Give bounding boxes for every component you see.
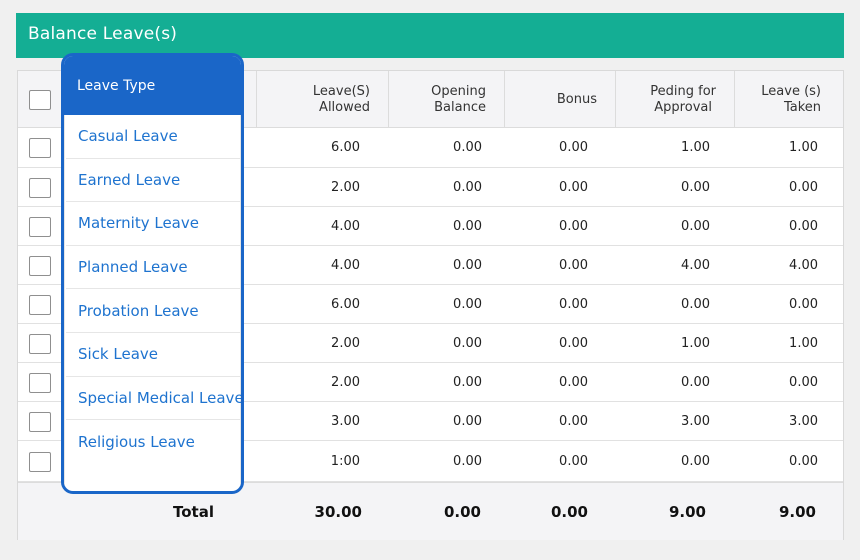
cell-pending: 0.00 (681, 453, 710, 469)
card-header: Balance Leave(s) (16, 13, 844, 58)
cell-taken: 1.00 (789, 335, 818, 351)
cell-taken: 0.00 (789, 374, 818, 390)
cell-allowed: 3.00 (331, 413, 360, 429)
cell-opening: 0.00 (453, 179, 482, 195)
column-header-opening[interactable]: Opening Balance (431, 83, 486, 115)
cell-opening: 0.00 (453, 453, 482, 469)
cell-taken: 0.00 (789, 218, 818, 234)
table-row: 1:00 0.00 0.00 0.00 0.00 (18, 441, 843, 482)
cell-pending: 0.00 (681, 218, 710, 234)
cell-bonus: 0.00 (559, 413, 588, 429)
row-checkbox[interactable] (29, 334, 51, 354)
column-header-allowed[interactable]: Leave(S) Allowed (312, 83, 370, 115)
column-divider (615, 71, 616, 128)
cell-taken: 0.00 (789, 453, 818, 469)
column-header-bonus[interactable]: Bonus (556, 91, 597, 107)
row-checkbox[interactable] (29, 452, 51, 472)
cell-bonus: 0.00 (559, 179, 588, 195)
cell-taken: 0.00 (789, 179, 818, 195)
table-row: 6.00 0.00 0.00 1.00 1.00 (18, 128, 843, 168)
total-taken: 9.00 (778, 503, 816, 521)
cell-bonus: 0.00 (559, 257, 588, 273)
dropdown-divider (64, 115, 65, 491)
leave-type-option[interactable]: Maternity Leave (66, 202, 241, 246)
column-divider (734, 71, 735, 128)
total-allowed: 30.00 (314, 503, 362, 521)
cell-allowed: 2.00 (331, 374, 360, 390)
cell-bonus: 0.00 (559, 453, 588, 469)
cell-pending: 0.00 (681, 374, 710, 390)
leave-type-dropdown[interactable]: Leave Type Casual Leave Earned Leave Mater… (61, 53, 244, 494)
cell-pending: 0.00 (681, 296, 710, 312)
table-row: 4.00 0.00 0.00 0.00 0.00 (18, 207, 843, 246)
table-row: 4.00 0.00 0.00 4.00 4.00 (18, 246, 843, 285)
row-checkbox[interactable] (29, 373, 51, 393)
total-label: Total (173, 503, 214, 521)
cell-allowed: 1:00 (330, 453, 360, 469)
leave-type-option[interactable]: Special Medical Leave (66, 377, 241, 421)
cell-taken: 3.00 (789, 413, 818, 429)
table-row: 2.00 0.00 0.00 0.00 0.00 (18, 363, 843, 402)
leave-type-option[interactable]: Earned Leave (66, 159, 241, 203)
row-checkbox[interactable] (29, 256, 51, 276)
column-divider (256, 71, 257, 128)
cell-pending: 3.00 (681, 413, 710, 429)
cell-bonus: 0.00 (559, 374, 588, 390)
column-divider (504, 71, 505, 128)
dropdown-divider (240, 115, 241, 491)
cell-opening: 0.00 (453, 257, 482, 273)
table-row: 3.00 0.00 0.00 3.00 3.00 (18, 402, 843, 441)
cell-pending: 1.00 (681, 335, 710, 351)
cell-pending: 1.00 (681, 140, 710, 155)
cell-allowed: 6.00 (331, 140, 360, 155)
cell-pending: 4.00 (681, 257, 710, 273)
cell-allowed: 6.00 (331, 296, 360, 312)
total-bonus: 0.00 (550, 503, 588, 521)
row-checkbox[interactable] (29, 412, 51, 432)
row-checkbox[interactable] (29, 295, 51, 315)
column-header-taken[interactable]: Leave (s) Taken (761, 83, 821, 115)
total-opening: 0.00 (443, 503, 481, 521)
cell-taken: 0.00 (789, 296, 818, 312)
leave-type-list: Casual Leave Earned Leave Maternity Leave P… (66, 115, 241, 464)
cell-taken: 4.00 (789, 257, 818, 273)
cell-opening: 0.00 (453, 413, 482, 429)
card-title: Balance Leave(s) (28, 24, 178, 44)
cell-bonus: 0.00 (559, 218, 588, 234)
table-row: 6.00 0.00 0.00 0.00 0.00 (18, 285, 843, 324)
cell-bonus: 0.00 (559, 335, 588, 351)
cell-opening: 0.00 (453, 296, 482, 312)
table-row: 2.00 0.00 0.00 0.00 0.00 (18, 168, 843, 207)
column-divider (388, 71, 389, 128)
row-checkbox[interactable] (29, 217, 51, 237)
cell-allowed: 2.00 (331, 335, 360, 351)
total-pending: 9.00 (668, 503, 706, 521)
cell-pending: 0.00 (681, 179, 710, 195)
cell-allowed: 2.00 (331, 179, 360, 195)
row-checkbox[interactable] (29, 178, 51, 198)
leave-type-option[interactable]: Casual Leave (66, 115, 241, 159)
cell-opening: 0.00 (453, 374, 482, 390)
select-all-checkbox[interactable] (29, 90, 51, 110)
cell-taken: 1.00 (789, 140, 818, 155)
leave-type-option[interactable]: Religious Leave (78, 432, 195, 451)
cell-allowed: 4.00 (331, 257, 360, 273)
row-checkbox[interactable] (29, 138, 51, 158)
cell-bonus: 0.00 (559, 296, 588, 312)
cell-allowed: 4.00 (331, 218, 360, 234)
cell-bonus: 0.00 (559, 140, 588, 155)
leave-type-option[interactable]: Probation Leave (66, 289, 241, 333)
cell-opening: 0.00 (453, 218, 482, 234)
column-header-pending[interactable]: Peding for Approval (650, 83, 716, 115)
leave-type-option[interactable]: Planned Leave (66, 246, 241, 290)
cell-opening: 0.00 (453, 140, 482, 155)
leave-type-dropdown-header[interactable]: Leave Type (64, 56, 241, 115)
table-row: 2.00 0.00 0.00 1.00 1.00 (18, 324, 843, 363)
cell-opening: 0.00 (453, 335, 482, 351)
leave-type-option[interactable]: Sick Leave (66, 333, 241, 377)
